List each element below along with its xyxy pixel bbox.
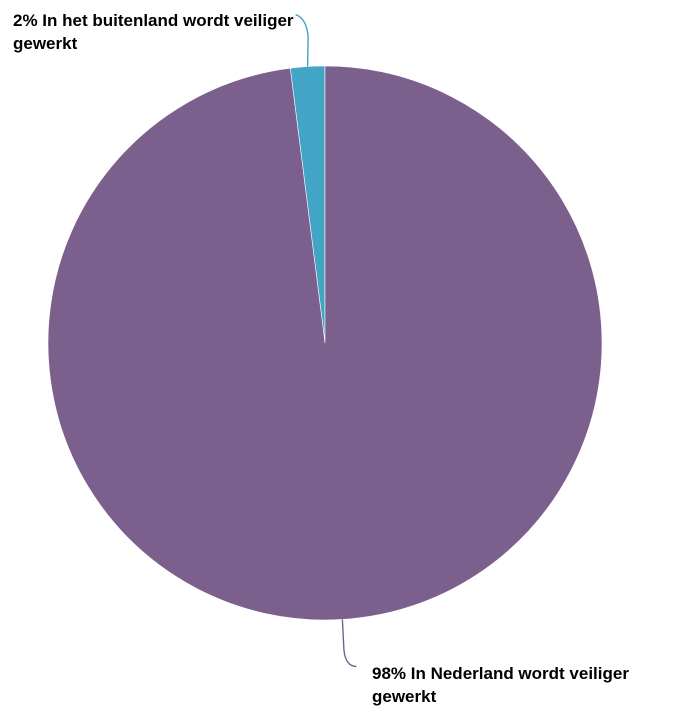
leader-line-1: [341, 619, 357, 668]
pie-slices: [47, 65, 603, 621]
leader-lines: [295, 13, 357, 668]
leader-line-0: [295, 13, 309, 67]
slice-label-buitenland: 2% In het buitenland wordt veiliger gewe…: [13, 11, 294, 53]
pie-slice-1: [47, 65, 603, 621]
slice-label-nederland: 98% In Nederland wordt veiliger gewerkt: [372, 664, 629, 706]
